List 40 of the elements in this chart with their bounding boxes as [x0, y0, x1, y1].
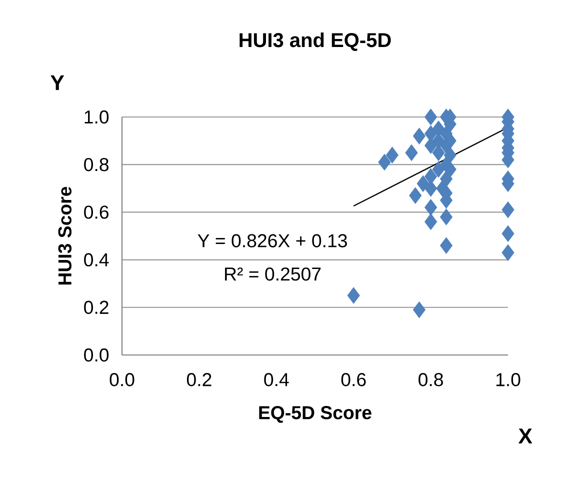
point: [386, 146, 398, 164]
y-tick-label: 0.6: [84, 206, 108, 219]
chart-title: HUI3 and EQ-5D: [240, 32, 391, 51]
y-tick-label: 0.2: [84, 300, 108, 314]
point: [424, 125, 438, 142]
text: Y: [50, 75, 64, 90]
point: [502, 244, 514, 261]
y-tick-label: 0.8: [84, 158, 108, 172]
point: [444, 161, 456, 178]
x-tick-label: 0.6: [341, 373, 366, 386]
point: [412, 128, 426, 144]
x-tick-label: 0.2: [186, 373, 212, 386]
point: [347, 287, 360, 304]
x-axis-title: EQ-5D Score: [259, 406, 372, 423]
point: [440, 237, 453, 254]
x-tick-label: 0.0: [110, 373, 134, 386]
annotation: Y = 0.826X + 0.13: [198, 234, 347, 248]
y-axis-title: HUI3 Score: [58, 186, 72, 285]
point: [412, 301, 426, 318]
annotation: R² = 0.2507: [225, 267, 321, 281]
point: [424, 108, 438, 126]
y-tick-label: 0.4: [84, 253, 109, 266]
point: [424, 199, 438, 216]
point: [440, 208, 453, 226]
x-tick-label: 1.0: [496, 373, 520, 386]
text: X: [518, 428, 532, 444]
point: [502, 202, 514, 218]
point: [416, 175, 430, 192]
x-tick-label: 0.4: [264, 373, 289, 386]
point: [409, 187, 422, 204]
point: [378, 154, 391, 170]
point: [405, 144, 418, 161]
point: [502, 225, 514, 242]
x-tick-label: 0.8: [418, 373, 443, 386]
y-tick-label: 0.0: [84, 348, 109, 362]
point: [440, 170, 453, 188]
y-tick-label: 1.0: [84, 110, 109, 124]
point: [424, 213, 438, 230]
point: [444, 146, 456, 164]
point: [432, 161, 445, 178]
